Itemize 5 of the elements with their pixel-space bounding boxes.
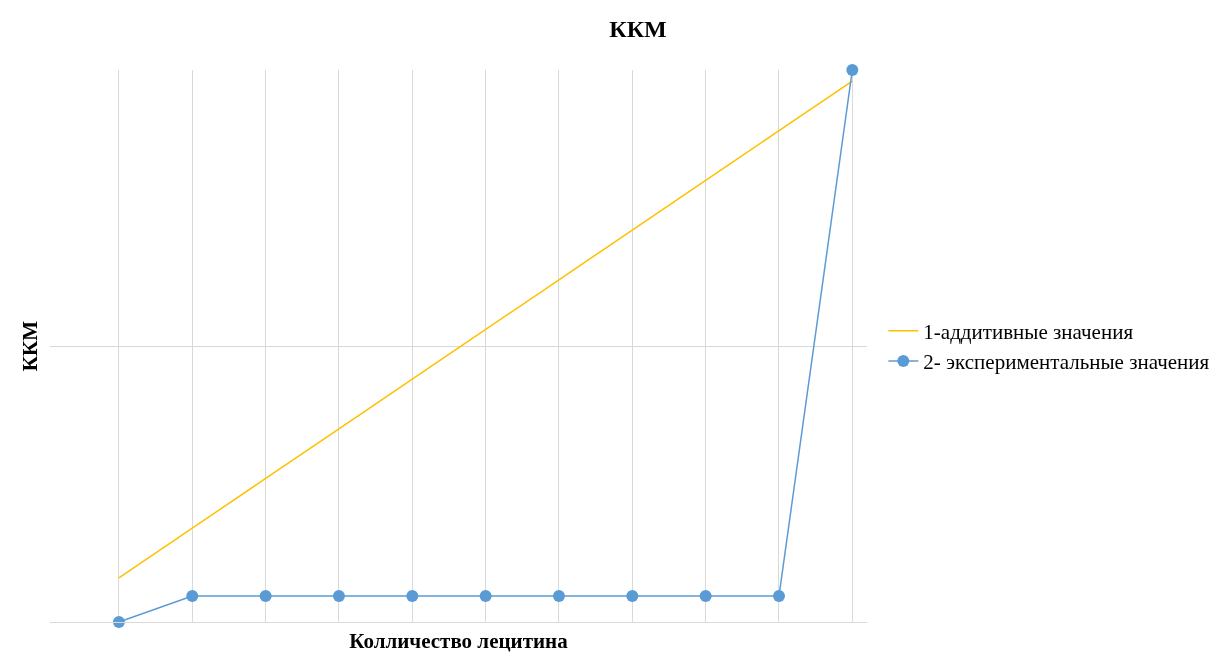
legend-label: 1-аддитивные значения bbox=[923, 319, 1134, 344]
legend-label: 2- экспериментальные значения bbox=[923, 350, 1210, 375]
y-axis-title: ККМ bbox=[18, 320, 43, 372]
x-axis-title: Колличество лецитина bbox=[349, 628, 569, 653]
chart-title: ККМ bbox=[609, 15, 667, 42]
